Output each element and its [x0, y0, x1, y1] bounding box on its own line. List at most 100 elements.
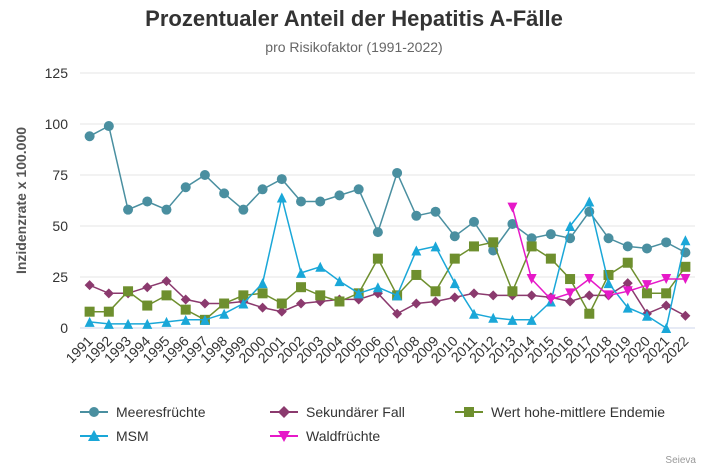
- series-line: [89, 241, 687, 321]
- data-point: [257, 184, 268, 195]
- data-point: [622, 257, 633, 268]
- data-point: [622, 302, 633, 313]
- data-point: [526, 241, 537, 252]
- y-tick-label: 75: [52, 167, 68, 183]
- y-tick-label: 100: [45, 116, 69, 132]
- data-point: [257, 288, 268, 299]
- data-point: [661, 288, 672, 299]
- data-point: [276, 192, 287, 203]
- data-point: [584, 290, 595, 301]
- series-line: [89, 124, 686, 254]
- credit-label: Seieva: [665, 455, 696, 466]
- y-tick-label: 25: [52, 269, 68, 285]
- data-point: [238, 298, 249, 309]
- data-point: [84, 306, 95, 317]
- legend-item-sekundaerer-fall[interactable]: Sekundärer Fall: [270, 404, 405, 420]
- data-point: [372, 253, 383, 264]
- data-point: [584, 274, 595, 285]
- data-point: [507, 218, 518, 229]
- data-point: [430, 286, 441, 297]
- data-point: [296, 196, 307, 207]
- data-point: [296, 298, 307, 309]
- data-point: [430, 241, 441, 252]
- legend-label: Sekundärer Fall: [306, 404, 405, 420]
- data-point: [103, 306, 114, 317]
- data-point: [123, 286, 134, 297]
- series-line: [511, 207, 686, 301]
- data-point: [103, 121, 114, 132]
- data-point: [680, 235, 691, 246]
- data-point: [296, 282, 307, 293]
- data-point: [545, 294, 556, 305]
- data-point: [161, 316, 172, 327]
- data-point: [622, 286, 633, 297]
- data-point: [603, 233, 614, 244]
- data-point: [372, 227, 383, 238]
- data-point: [661, 237, 672, 248]
- data-point: [603, 278, 614, 289]
- data-point: [622, 241, 633, 252]
- data-point: [526, 274, 537, 285]
- data-point: [392, 290, 403, 301]
- data-point: [315, 261, 326, 272]
- y-tick-label: 125: [45, 65, 69, 81]
- data-point: [372, 282, 383, 293]
- data-point: [142, 196, 153, 207]
- legend-item-meeresfruechte[interactable]: Meeresfrüchte: [80, 404, 205, 420]
- legend-marker-square-icon: [455, 407, 483, 417]
- legend-marker-diamond-icon: [270, 406, 298, 418]
- data-point: [641, 243, 652, 254]
- data-point: [411, 210, 422, 221]
- data-point: [565, 274, 576, 285]
- legend-marker-circle-icon: [80, 407, 108, 417]
- data-point: [507, 286, 518, 297]
- data-point: [315, 290, 326, 301]
- data-point: [411, 298, 422, 309]
- series-line: [89, 197, 687, 330]
- data-point: [103, 288, 114, 299]
- data-point: [142, 300, 153, 311]
- data-point: [219, 298, 230, 309]
- chart-title: Prozentualer Anteil der Hepatitis A-Fäll…: [145, 6, 563, 31]
- legend-marker-triangle-up-icon: [80, 430, 108, 441]
- data-point: [622, 278, 633, 289]
- data-point: [661, 300, 672, 311]
- legend-marker-triangle-down-icon: [270, 431, 298, 442]
- data-point: [276, 306, 287, 317]
- legend-item-msm[interactable]: MSM: [80, 428, 149, 444]
- data-point: [661, 323, 672, 333]
- data-point: [257, 278, 268, 289]
- data-point: [161, 276, 172, 287]
- data-point: [449, 292, 460, 303]
- y-tick-label: 0: [60, 320, 68, 336]
- data-point: [353, 184, 364, 195]
- data-point: [161, 204, 172, 215]
- legend-label: Wert hohe-mittlere Endemie: [491, 404, 666, 420]
- data-point: [545, 253, 556, 264]
- data-point: [565, 296, 576, 307]
- data-point: [84, 131, 95, 142]
- data-point: [641, 288, 652, 299]
- data-point: [392, 308, 403, 319]
- data-point: [411, 245, 422, 256]
- data-point: [142, 318, 153, 329]
- data-point: [199, 170, 210, 180]
- data-point: [430, 206, 441, 217]
- data-point: [526, 290, 537, 301]
- data-point: [103, 318, 114, 329]
- data-point: [257, 302, 268, 313]
- data-point: [296, 267, 307, 278]
- legend-label: Waldfrüchte: [306, 428, 381, 444]
- data-point: [199, 298, 210, 309]
- data-point: [468, 241, 479, 252]
- data-point: [603, 269, 614, 280]
- data-point: [84, 316, 95, 327]
- legend-item-waldfruechte[interactable]: Waldfrüchte: [270, 428, 380, 444]
- data-point: [468, 288, 479, 299]
- legend-item-endemie[interactable]: Wert hohe-mittlere Endemie: [455, 404, 665, 420]
- data-point: [142, 282, 153, 293]
- data-point: [468, 308, 479, 319]
- data-point: [180, 294, 191, 305]
- data-point: [603, 290, 614, 301]
- data-point: [353, 288, 364, 299]
